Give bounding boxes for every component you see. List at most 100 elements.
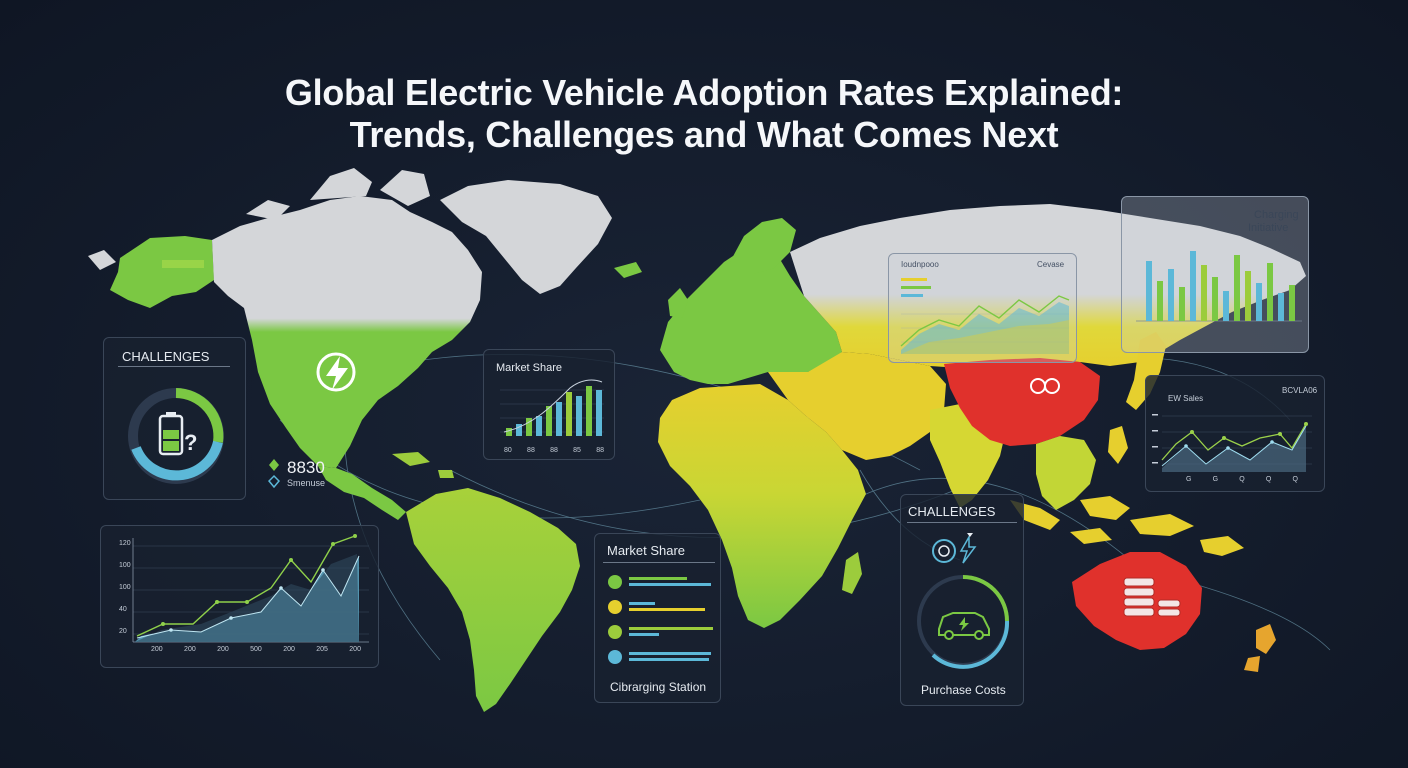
initiative-bar [1201,265,1207,321]
japan-shape [1126,332,1166,410]
stat-value: 8830 [287,458,325,477]
europe-shape [660,248,842,384]
challenges-right-title: CHALLENGES [908,504,996,519]
car-charging-icon [917,575,1010,669]
challenges-left-divider [118,366,230,367]
initiative-bar [1179,287,1185,321]
ms-tick-1: 88 [527,447,535,454]
north-america-shape [212,196,482,468]
middle-east-shape [768,352,946,460]
ev-sales-chart [1152,414,1312,472]
market-share-bar [576,396,582,436]
initiative-bar [1168,269,1174,321]
challenges-panel-right: CHALLENGES Purchase Costs [900,494,1024,706]
market-share-chart-panel: Market Share 80 88 88 85 88 [483,349,615,460]
market-share-list-footer: Cibrarging Station [610,680,707,694]
central-america-shape [318,466,406,520]
initiative-bar [1278,293,1284,321]
initiative-bar [1234,255,1240,321]
papua-shape [1200,536,1244,556]
ev-sales-x-2: Q [1239,476,1245,483]
lime-dot-icon [608,625,622,639]
top-area-chart-panel: Ioudnpooo Cevase [888,253,1077,363]
battery-question-icon: ? [128,388,224,484]
trend-x-label-6: 200 [349,646,361,653]
initiative-bar [1190,251,1196,321]
charging-initiative-title-1: Charging [1254,209,1299,221]
arctic-islands [246,168,430,220]
alaska-tip [88,250,116,270]
market-share-bar [506,428,512,436]
challenges-right-footer: Purchase Costs [921,683,1006,697]
coin-stack-icon [1123,577,1181,617]
svg-text:?: ? [184,430,197,455]
market-share-bar [516,424,522,436]
ms-tick-3: 85 [573,447,581,454]
charging-initiative-panel: Charging Initiative [1121,196,1309,353]
market-share-list-panel: Market Share Cibrarging Station [594,533,721,703]
trend-y-label-4: 20 [119,628,127,635]
stat-label: Smenuse [287,478,326,488]
china-shape [944,358,1100,446]
stat-diamond-icons [268,459,280,488]
trend-x-label-0: 200 [151,646,163,653]
scandinavia-shape [730,218,796,274]
initiative-bar [1157,281,1163,321]
challenges-left-title: CHALLENGES [122,349,210,364]
southeast-asia-shape [1036,436,1096,510]
trend-y-label-2: 100 [119,584,131,591]
philippines-islands [1108,426,1128,464]
yellow-dot-icon [608,600,622,614]
coin-bolt-icon [932,533,977,564]
iceland-shape [614,262,642,278]
market-share-bar [596,390,602,436]
market-share-list-title: Market Share [607,543,686,558]
initiative-bar [1256,283,1262,321]
china-ev-icon [1030,378,1060,394]
ev-sales-x-3: Q [1265,476,1272,483]
alaska-label-tag [162,260,204,268]
ev-sales-right-label: BCVLA06 [1282,386,1318,395]
trend-y-label-1: 100 [119,562,131,569]
initiative-bar [1212,277,1218,321]
trend-line-chart-panel: 120 100 100 40 20 200 200 200 500 200 20… [100,525,379,668]
market-share-bar [586,386,592,436]
initiative-bar [1146,261,1152,321]
ms-tick-0: 80 [504,447,512,454]
greenland-shape [440,180,612,294]
ev-charging-bolt-icon [316,352,356,392]
trend-x-labels: 200 200 200 500 200 205 200 [151,646,361,653]
ev-sales-x-0: G [1186,476,1192,483]
initiative-bar [1267,263,1273,321]
initiative-bar [1289,285,1295,321]
new-zealand-shape [1244,624,1276,672]
market-share-bar [546,406,552,436]
trend-x-label-1: 200 [184,646,196,653]
market-share-bars [506,386,602,436]
challenges-panel-left: CHALLENGES ? [103,337,246,500]
page-title-line2: Trends, Challenges and What Comes Next [349,114,1059,155]
ms-tick-4: 88 [596,447,604,454]
caribbean-islands [392,452,454,478]
indonesia-islands [1010,496,1194,544]
ev-sales-title: EW Sales [1168,394,1204,403]
trend-x-label-3: 500 [250,646,262,653]
initiative-bar-group [1146,251,1295,321]
initiative-bar [1245,271,1251,321]
top-chart-left-label: Ioudnpooo [901,260,939,269]
trend-x-label-4: 200 [283,646,295,653]
uk-shape [668,288,688,318]
alaska-shape [110,236,214,308]
madagascar-shape [842,552,862,594]
initiative-bar [1223,291,1229,321]
challenges-right-divider [907,522,1017,523]
top-area-chart [900,278,1070,354]
market-share-list-items [608,575,713,664]
trend-line-chart [132,534,369,643]
ev-sales-x-labels: G G Q Q Q [1186,476,1298,483]
trend-x-label-2: 200 [217,646,229,653]
market-share-list-divider [603,562,715,563]
charging-initiative-title-2: Initiative [1248,222,1289,234]
